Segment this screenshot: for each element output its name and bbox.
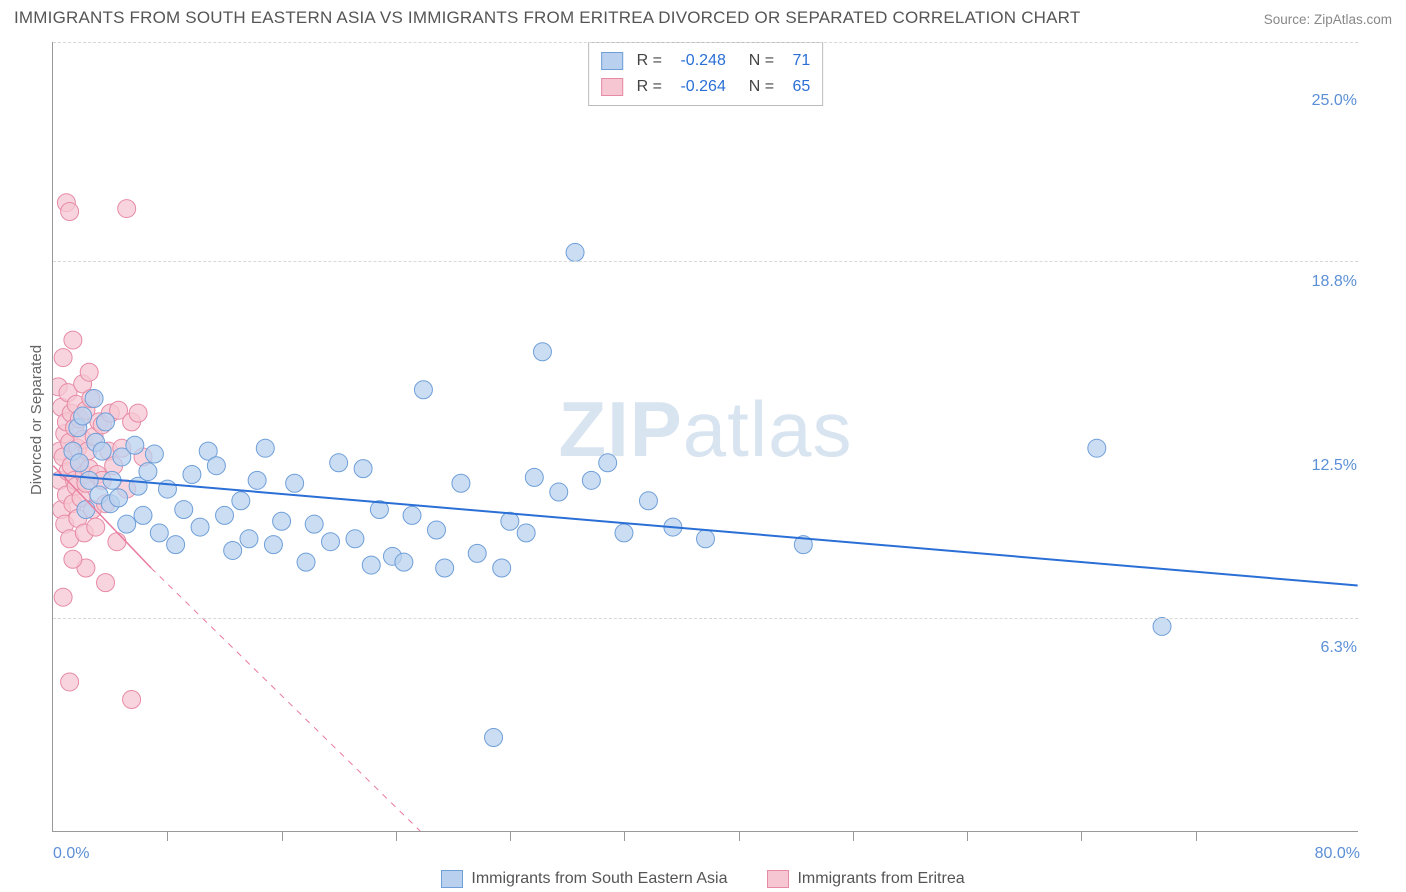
x-tick xyxy=(1196,831,1197,841)
x-min-label: 0.0% xyxy=(53,845,89,863)
legend-swatch-eritrea xyxy=(767,870,789,888)
n-eritrea: 65 xyxy=(793,74,811,100)
y-axis-title: Divorced or Separated xyxy=(28,345,45,495)
legend-swatch-seasia xyxy=(441,870,463,888)
y-label: 25.0% xyxy=(1309,91,1360,111)
series-legend: Immigrants from South Eastern Asia Immig… xyxy=(0,870,1406,888)
legend-item-seasia: Immigrants from South Eastern Asia xyxy=(441,870,727,888)
x-tick xyxy=(1081,831,1082,841)
legend-label-seasia: Immigrants from South Eastern Asia xyxy=(471,870,727,888)
legend-label-eritrea: Immigrants from Eritrea xyxy=(797,870,964,888)
n-seasia: 71 xyxy=(793,48,811,74)
gridline xyxy=(53,42,1358,43)
x-tick xyxy=(739,831,740,841)
swatch-seasia xyxy=(601,52,623,70)
gridline xyxy=(53,618,1358,619)
legend-row-seasia: R = -0.248 N = 71 xyxy=(601,48,811,74)
x-tick xyxy=(967,831,968,841)
plot-area: ZIPatlas R = -0.248 N = 71 R = -0.264 N … xyxy=(52,42,1358,832)
correlation-legend: R = -0.248 N = 71 R = -0.264 N = 65 xyxy=(588,42,824,106)
r-seasia: -0.248 xyxy=(680,48,725,74)
legend-row-eritrea: R = -0.264 N = 65 xyxy=(601,74,811,100)
swatch-eritrea xyxy=(601,78,623,96)
y-label: 12.5% xyxy=(1309,456,1360,476)
r-eritrea: -0.264 xyxy=(680,74,725,100)
x-tick xyxy=(167,831,168,841)
chart-root: IMMIGRANTS FROM SOUTH EASTERN ASIA VS IM… xyxy=(0,0,1406,892)
y-label: 6.3% xyxy=(1318,638,1360,658)
x-tick xyxy=(853,831,854,841)
x-tick xyxy=(396,831,397,841)
y-label: 18.8% xyxy=(1309,272,1360,292)
scatter-svg xyxy=(53,42,1358,831)
x-tick xyxy=(510,831,511,841)
x-tick xyxy=(624,831,625,841)
source-label: Source: ZipAtlas.com xyxy=(1264,12,1392,27)
chart-title: IMMIGRANTS FROM SOUTH EASTERN ASIA VS IM… xyxy=(14,8,1080,28)
x-max-label: 80.0% xyxy=(1315,845,1360,863)
x-tick xyxy=(282,831,283,841)
gridline xyxy=(53,261,1358,262)
legend-item-eritrea: Immigrants from Eritrea xyxy=(767,870,964,888)
